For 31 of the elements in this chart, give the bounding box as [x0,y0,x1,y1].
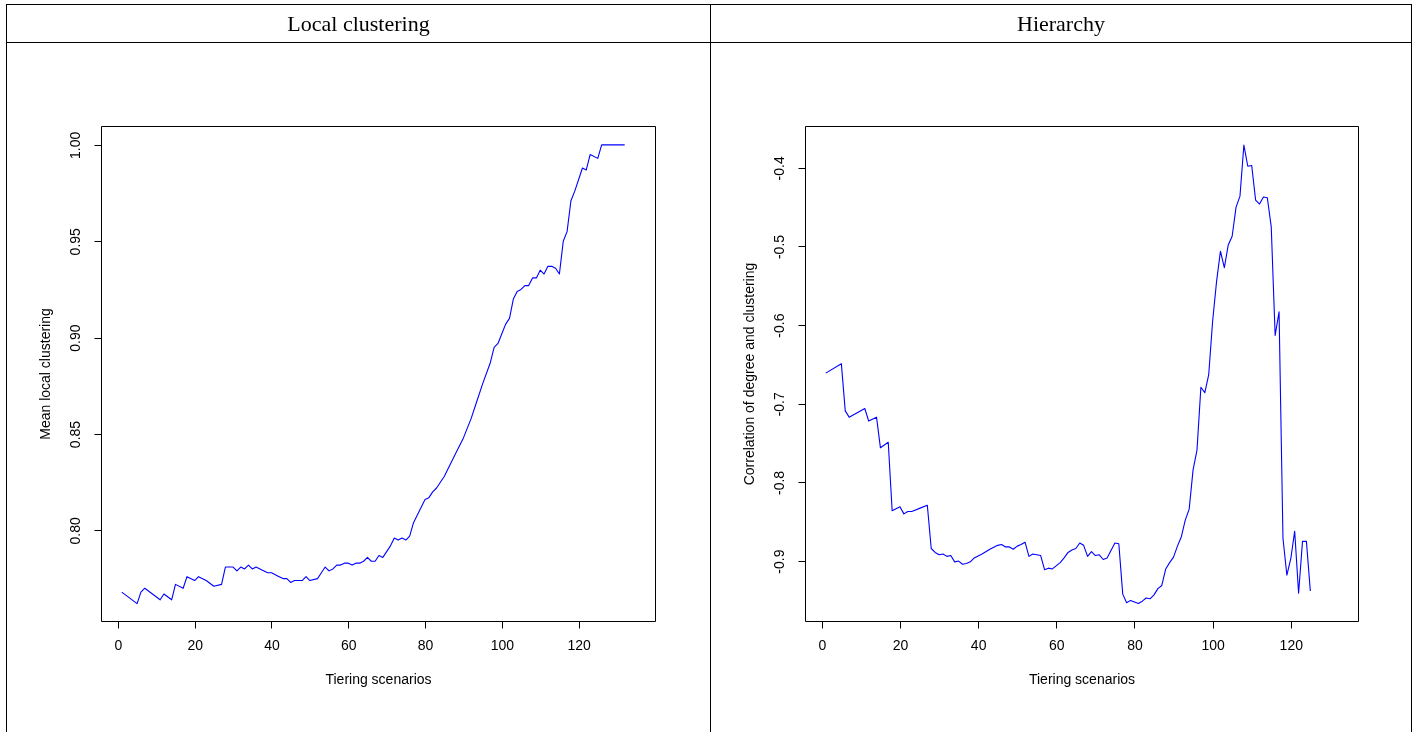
x-tick-label: 120 [1279,636,1304,653]
x-tick-label: 0 [114,636,123,653]
x-tick-label: 100 [490,636,515,653]
x-axis-title: Tiering scenarios [1028,670,1136,687]
x-tick-label: 20 [892,636,909,653]
x-axis-title: Tiering scenarios [325,670,432,687]
y-tick-label: 0.90 [66,324,83,352]
y-tick-label: -0.4 [770,156,787,181]
y-tick-label: 1.00 [66,131,83,160]
y-tick-label: 0.95 [66,227,83,256]
chart-title: Hierarchy [711,5,1411,43]
x-tick-label: 60 [340,636,357,653]
y-tick-label: -0.7 [770,392,787,417]
chart-title: Local clustering [7,5,711,43]
y-tick-label: -0.5 [770,234,787,260]
x-tick-label: 60 [1049,636,1065,653]
y-tick-label: 0.80 [66,517,83,545]
x-tick-label: 80 [417,636,434,653]
x-tick-label: 0 [818,636,827,653]
y-axis-title: Mean local clustering [36,308,53,440]
y-tick-label: 0.85 [66,420,83,449]
y-tick-label: -0.8 [770,470,787,495]
y-tick-label: -0.6 [770,313,787,338]
x-tick-label: 40 [264,636,280,653]
x-tick-label: 40 [970,636,987,653]
y-axis-title: Correlation of degree and clustering [740,262,757,486]
x-tick-label: 80 [1127,636,1143,653]
x-tick-label: 100 [1201,636,1226,653]
x-tick-label: 120 [567,636,591,653]
x-tick-label: 20 [187,636,204,653]
y-tick-label: -0.9 [770,549,787,574]
